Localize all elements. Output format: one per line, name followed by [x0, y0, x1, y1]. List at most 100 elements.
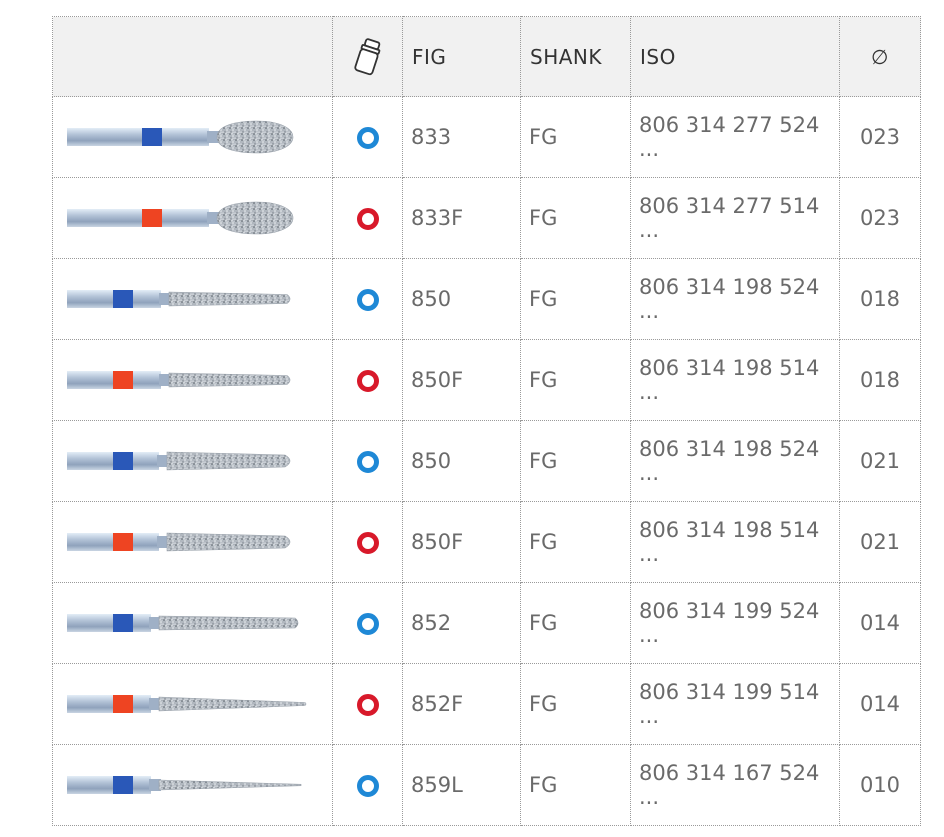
table-row: 852F FG 806 314 199 514 ... 014	[52, 663, 921, 745]
product-table-container: FIG SHANK ISO ∅ 833 FG 806 314 277 524 ...…	[52, 16, 921, 826]
burr-image-7	[67, 614, 299, 632]
burr-neck	[207, 131, 219, 143]
red-ring-icon	[356, 694, 379, 716]
burr-neck	[207, 212, 219, 224]
burr-image-5	[67, 451, 291, 471]
grit-marker-cell	[332, 177, 403, 259]
burr-image-cell	[52, 177, 333, 259]
burr-diamond-head	[168, 291, 291, 307]
burr-shaft	[67, 776, 151, 794]
iso-cell: 806 314 199 524 ...	[630, 582, 840, 664]
burr-image-1	[67, 120, 294, 154]
table-header-row: FIG SHANK ISO ∅	[52, 16, 921, 97]
diameter-cell: 023	[839, 96, 921, 178]
fig-cell: 850	[402, 258, 521, 340]
fig-cell: 850F	[402, 501, 521, 583]
shank-cell: FG	[520, 177, 631, 259]
table-row: 833F FG 806 314 277 514 ... 023	[52, 177, 921, 259]
burr-image-9	[67, 776, 302, 794]
burr-neck	[149, 779, 161, 791]
header-fig: FIG	[402, 16, 521, 97]
burr-color-band	[113, 371, 133, 389]
blue-ring-icon	[356, 127, 379, 149]
burr-color-band	[142, 128, 162, 146]
grit-marker-cell	[332, 339, 403, 421]
diameter-cell: 010	[839, 744, 921, 826]
product-table: FIG SHANK ISO ∅ 833 FG 806 314 277 524 ...…	[52, 16, 921, 826]
iso-cell: 806 314 199 514 ...	[630, 663, 840, 745]
fig-cell: 833	[402, 96, 521, 178]
iso-cell: 806 314 167 524 ...	[630, 744, 840, 826]
blue-ring-icon	[356, 289, 379, 311]
burr-color-band	[113, 452, 133, 470]
table-row: 850 FG 806 314 198 524 ... 021	[52, 420, 921, 502]
burr-shaft	[67, 614, 151, 632]
grit-marker-cell	[332, 501, 403, 583]
burr-image-cell	[52, 663, 333, 745]
burr-image-cell	[52, 258, 333, 340]
burr-image-6	[67, 532, 291, 552]
burr-image-cell	[52, 96, 333, 178]
grit-marker-cell	[332, 96, 403, 178]
diameter-cell: 018	[839, 258, 921, 340]
iso-cell: 806 314 277 514 ...	[630, 177, 840, 259]
grit-marker-cell	[332, 663, 403, 745]
diameter-cell: 023	[839, 177, 921, 259]
shank-cell: FG	[520, 663, 631, 745]
blue-ring-icon	[356, 451, 379, 473]
burr-neck	[159, 374, 171, 386]
burr-neck	[159, 293, 171, 305]
burr-image-cell	[52, 339, 333, 421]
table-row: 850F FG 806 314 198 514 ... 018	[52, 339, 921, 421]
shank-cell: FG	[520, 501, 631, 583]
burr-color-band	[113, 614, 133, 632]
burr-image-cell	[52, 420, 333, 502]
blue-ring-icon	[356, 613, 379, 635]
fig-cell: 852	[402, 582, 521, 664]
fig-cell: 850	[402, 420, 521, 502]
table-row: 850F FG 806 314 198 514 ... 021	[52, 501, 921, 583]
fig-cell: 833F	[402, 177, 521, 259]
red-ring-icon	[356, 532, 379, 554]
burr-color-band	[113, 290, 133, 308]
fig-cell: 852F	[402, 663, 521, 745]
iso-cell: 806 314 198 514 ...	[630, 501, 840, 583]
burr-neck	[149, 617, 161, 629]
iso-cell: 806 314 277 524 ...	[630, 96, 840, 178]
shank-cell: FG	[520, 420, 631, 502]
grit-marker-cell	[332, 420, 403, 502]
diameter-cell: 021	[839, 420, 921, 502]
blue-ring-icon	[356, 775, 379, 797]
fig-cell: 850F	[402, 339, 521, 421]
iso-cell: 806 314 198 524 ...	[630, 258, 840, 340]
header-image-cell	[52, 16, 333, 97]
table-row: 833 FG 806 314 277 524 ... 023	[52, 96, 921, 178]
burr-diamond-head	[168, 372, 291, 388]
burr-shaft	[67, 695, 151, 713]
burr-image-3	[67, 290, 291, 308]
table-row: 852 FG 806 314 199 524 ... 014	[52, 582, 921, 664]
fig-cell: 859L	[402, 744, 521, 826]
header-iso: ISO	[630, 16, 840, 97]
burr-neck	[149, 698, 161, 710]
burr-diamond-head	[158, 615, 299, 631]
burr-image-2	[67, 201, 294, 235]
burr-image-4	[67, 371, 291, 389]
burr-diamond-head	[166, 451, 291, 471]
diameter-cell: 014	[839, 663, 921, 745]
header-packaging-cell	[332, 16, 403, 97]
burr-diamond-head	[158, 779, 302, 791]
burr-image-cell	[52, 501, 333, 583]
table-row: 859L FG 806 314 167 524 ... 010	[52, 744, 921, 826]
grit-marker-cell	[332, 258, 403, 340]
burr-image-cell	[52, 582, 333, 664]
shank-cell: FG	[520, 96, 631, 178]
diameter-cell: 021	[839, 501, 921, 583]
grit-marker-cell	[332, 582, 403, 664]
iso-cell: 806 314 198 524 ...	[630, 420, 840, 502]
burr-color-band	[113, 533, 133, 551]
burr-image-cell	[52, 744, 333, 826]
grit-marker-cell	[332, 744, 403, 826]
burr-diamond-head	[216, 201, 294, 235]
burr-neck	[157, 455, 169, 467]
